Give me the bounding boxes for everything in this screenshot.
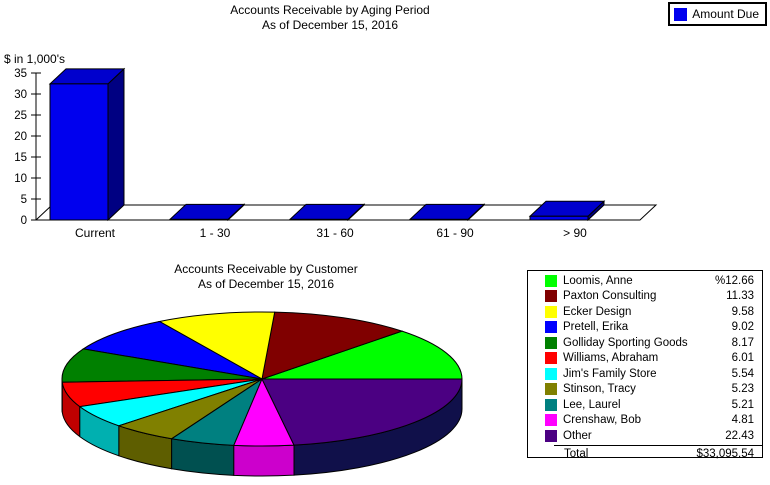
legend-percent-value: 5.23 [731,383,754,396]
pie-slice-0[interactable] [261,330,463,380]
pie-legend-rows: Loomis, Anne %12.66 Paxton Consulting 11.33… [528,273,762,444]
legend-customer-name: Ecker Design [563,305,632,318]
legend-swatch [545,290,557,303]
legend-row-10: Other 22.43 [528,428,762,444]
legend-customer-name: Golliday Sporting Goods [563,336,688,349]
legend-row-3: Pretell, Erika 9.02 [528,320,762,336]
bar-side-face [107,67,125,222]
bar-31-60[interactable] [288,203,366,222]
bar-chart-title-line1: Accounts Receivable by Aging Period [230,3,430,17]
bar->90[interactable] [528,200,606,222]
pie-legend-total-value: $33,095.54 [696,448,754,460]
y-tick-label: 35 [14,68,27,80]
legend-customer-name: Other [563,429,592,442]
legend-swatch [545,429,557,442]
legend-swatch [545,383,557,396]
legend-row-2: Ecker Design 9.58 [528,304,762,320]
bar-front-face [289,218,349,221]
y-tick-label: 25 [14,110,27,122]
legend-row-7: Stinson, Tracy 5.23 [528,382,762,398]
y-tick-label: 30 [14,89,27,101]
pie-side-9 [233,444,295,477]
pie-chart-title: Accounts Receivable by Customer As of De… [0,262,532,292]
legend-row-0: Loomis, Anne %12.66 [528,273,762,289]
y-tick-label: 5 [21,194,27,206]
legend-customer-name: Pretell, Erika [563,321,629,334]
amount-due-legend: Amount Due [668,2,767,26]
x-category-label: 61 - 90 [436,226,474,240]
pie-legend-box: Loomis, Anne %12.66 Paxton Consulting 11.33… [527,270,763,460]
legend-percent-value: 9.02 [731,321,754,334]
bar-front-face [169,218,229,221]
legend-percent-value: %12.66 [714,274,754,287]
bar-chart-title-line2: As of December 15, 2016 [261,18,399,32]
bar-61-90[interactable] [408,203,486,222]
amount-due-swatch [674,7,688,21]
bar-Current[interactable] [48,67,126,222]
bar-front-face [529,215,589,221]
bar-front-face [49,83,109,221]
legend-row-8: Lee, Laurel 5.21 [528,397,762,413]
y-tick-label: 0 [21,215,27,227]
y-axis-title: $ in 1,000's [4,52,65,66]
x-category-label: 31 - 60 [316,226,354,240]
legend-customer-name: Paxton Consulting [563,290,657,303]
y-tick-label: 20 [14,131,27,143]
legend-swatch [545,336,557,349]
legend-percent-value: 9.58 [731,305,754,318]
aging-bar-chart: $ in 1,000's 0 5 10 15 20 25 30 35 Current 1 - 30 3… [4,52,658,240]
legend-percent-value: 22.43 [725,429,754,442]
legend-row-5: Williams, Abraham 6.01 [528,351,762,367]
x-category-label: > 90 [563,226,587,240]
x-category-label: Current [75,226,116,240]
pie-slice-3[interactable] [81,320,263,380]
y-tick-label: 15 [14,152,27,164]
legend-customer-name: Lee, Laurel [563,398,621,411]
legend-customer-name: Williams, Abraham [563,352,659,365]
legend-row-6: Jim's Family Store 5.54 [528,366,762,382]
legend-swatch [545,398,557,411]
pie-legend-total-row: Total $33,095.54 [554,444,762,462]
x-category-label: 1 - 30 [200,226,231,240]
legend-customer-name: Loomis, Anne [563,274,633,287]
legend-swatch [545,321,557,334]
bar-front-face [409,218,469,221]
legend-percent-value: 6.01 [731,352,754,365]
legend-percent-value: 11.33 [726,290,754,303]
legend-percent-value: 8.17 [731,336,754,349]
legend-percent-value: 5.54 [731,367,754,380]
pie-slice-10[interactable] [261,378,463,446]
legend-percent-value: 5.21 [731,398,754,411]
pie-slice-2[interactable] [158,311,276,380]
legend-row-9: Crenshaw, Bob 4.81 [528,413,762,429]
legend-swatch [545,305,557,318]
pie-legend-total-label: Total [564,448,589,460]
legend-swatch [545,414,557,427]
y-tick-label: 10 [14,173,27,185]
legend-swatch [545,352,557,365]
pie-slice-1[interactable] [261,311,404,380]
legend-customer-name: Jim's Family Store [563,367,657,380]
legend-row-1: Paxton Consulting 11.33 [528,289,762,305]
pie-chart-title-line2: As of December 15, 2016 [197,277,335,291]
legend-swatch [545,367,557,380]
legend-customer-name: Crenshaw, Bob [563,414,641,427]
bar-1-30[interactable] [168,203,246,222]
pie-chart-title-line1: Accounts Receivable by Customer [174,262,358,276]
bar-chart-title: Accounts Receivable by Aging Period As o… [0,3,660,33]
legend-row-4: Golliday Sporting Goods 8.17 [528,335,762,351]
legend-percent-value: 4.81 [731,414,754,427]
legend-swatch [545,274,557,287]
legend-customer-name: Stinson, Tracy [563,383,636,396]
customer-pie-chart [61,311,463,477]
amount-due-label: Amount Due [692,7,759,21]
pie-slice-4[interactable] [61,348,263,383]
